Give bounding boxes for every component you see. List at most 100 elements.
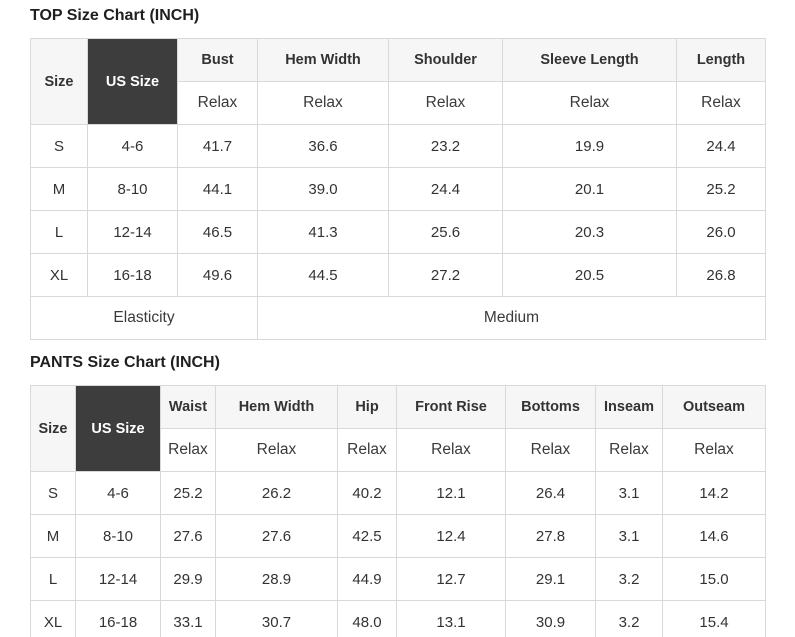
top-size-cell: XL [30,253,88,297]
pants-size-header-cell: Size [30,385,76,472]
pants-us-size-header-cell: US Size [75,385,161,472]
pants-column-header-waist: Waist [160,385,216,429]
top-header-row: Size US Size Bust Hem Width Shoulder Sle… [30,38,766,125]
pants-value-cell: 29.9 [160,557,216,601]
pants-column-header-inseam: Inseam [595,385,663,429]
top-value-cell: 27.2 [388,253,503,297]
top-value-cell: 44.5 [257,253,389,297]
pants-value-cell: 48.0 [337,600,397,637]
pants-us-size-cell: 16-18 [75,600,161,637]
top-value-cell: 49.6 [177,253,258,297]
pants-value-cell: 14.6 [662,514,766,558]
pants-column-header-hem-width: Hem Width [215,385,338,429]
top-column-header-bust: Bust [177,38,258,82]
top-us-size-cell: 12-14 [87,210,178,254]
top-value-cell: 23.2 [388,124,503,168]
top-us-size-cell: 4-6 [87,124,178,168]
top-fit-cell: Relax [388,81,503,125]
top-size-cell: S [30,124,88,168]
table-row: S 4-6 41.7 36.6 23.2 19.9 24.4 [30,124,766,168]
top-value-cell: 44.1 [177,167,258,211]
pants-value-cell: 12.1 [396,471,506,515]
pants-fit-cell: Relax [662,428,766,472]
pants-value-cell: 42.5 [337,514,397,558]
pants-fit-cell: Relax [337,428,397,472]
top-value-cell: 24.4 [676,124,766,168]
table-row: XL 16-18 33.1 30.7 48.0 13.1 30.9 3.2 15… [30,600,766,637]
top-size-cell: M [30,167,88,211]
top-value-cell: 20.5 [502,253,677,297]
top-value-cell: 20.1 [502,167,677,211]
pants-column-header-outseam: Outseam [662,385,766,429]
pants-value-cell: 12.7 [396,557,506,601]
top-value-cell: 36.6 [257,124,389,168]
pants-value-cell: 40.2 [337,471,397,515]
top-column-header-shoulder: Shoulder [388,38,503,82]
pants-value-cell: 3.2 [595,600,663,637]
top-value-cell: 24.4 [388,167,503,211]
top-fit-cell: Relax [502,81,677,125]
top-fit-cell: Relax [177,81,258,125]
pants-value-cell: 30.7 [215,600,338,637]
pants-value-cell: 27.6 [160,514,216,558]
pants-value-cell: 27.6 [215,514,338,558]
table-row: S 4-6 25.2 26.2 40.2 12.1 26.4 3.1 14.2 [30,471,766,515]
top-chart-title: TOP Size Chart (INCH) [30,7,200,24]
top-size-cell: L [30,210,88,254]
table-row: M 8-10 44.1 39.0 24.4 20.1 25.2 [30,167,766,211]
top-value-cell: 25.6 [388,210,503,254]
pants-column-header-front-rise: Front Rise [396,385,506,429]
top-size-header-cell: Size [30,38,88,125]
top-value-cell: 41.3 [257,210,389,254]
top-us-size-cell: 16-18 [87,253,178,297]
pants-value-cell: 12.4 [396,514,506,558]
pants-header-row: Size US Size Waist Hem Width Hip Front R… [30,385,766,472]
pants-fit-cell: Relax [160,428,216,472]
top-fit-row: Relax Relax Relax Relax Relax [31,81,766,125]
pants-size-cell: M [30,514,76,558]
pants-value-cell: 13.1 [396,600,506,637]
top-us-size-header-cell: US Size [87,38,178,125]
top-column-header-sleeve-length: Sleeve Length [502,38,677,82]
top-value-cell: 39.0 [257,167,389,211]
pants-size-chart-table: Size US Size Waist Hem Width Hip Front R… [30,385,766,637]
pants-value-cell: 26.2 [215,471,338,515]
pants-us-size-cell: 4-6 [75,471,161,515]
pants-value-cell: 3.1 [595,514,663,558]
table-row: L 12-14 29.9 28.9 44.9 12.7 29.1 3.2 15.… [30,557,766,601]
top-us-size-cell: 8-10 [87,167,178,211]
pants-chart-title: PANTS Size Chart (INCH) [30,354,220,371]
pants-fit-cell: Relax [505,428,596,472]
top-value-cell: 26.0 [676,210,766,254]
top-value-cell: 41.7 [177,124,258,168]
pants-column-header-bottoms: Bottoms [505,385,596,429]
table-row: M 8-10 27.6 27.6 42.5 12.4 27.8 3.1 14.6 [30,514,766,558]
top-value-cell: 26.8 [676,253,766,297]
table-row: XL 16-18 49.6 44.5 27.2 20.5 26.8 [30,253,766,297]
pants-value-cell: 26.4 [505,471,596,515]
top-size-chart-table: Size US Size Bust Hem Width Shoulder Sle… [30,38,766,340]
table-row: L 12-14 46.5 41.3 25.6 20.3 26.0 [30,210,766,254]
pants-value-cell: 3.1 [595,471,663,515]
pants-fit-row: Relax Relax Relax Relax Relax Relax Rela… [31,428,766,472]
pants-value-cell: 30.9 [505,600,596,637]
top-value-cell: 46.5 [177,210,258,254]
pants-size-cell: L [30,557,76,601]
pants-value-cell: 27.8 [505,514,596,558]
pants-fit-cell: Relax [396,428,506,472]
top-fit-cell: Relax [676,81,766,125]
pants-value-cell: 29.1 [505,557,596,601]
pants-us-size-cell: 8-10 [75,514,161,558]
pants-size-cell: S [30,471,76,515]
pants-us-size-cell: 12-14 [75,557,161,601]
pants-value-cell: 3.2 [595,557,663,601]
pants-value-cell: 15.4 [662,600,766,637]
pants-fit-cell: Relax [595,428,663,472]
pants-column-header-hip: Hip [337,385,397,429]
pants-value-cell: 25.2 [160,471,216,515]
top-value-cell: 20.3 [502,210,677,254]
top-value-cell: 25.2 [676,167,766,211]
elasticity-value-cell: Medium [257,296,766,340]
top-value-cell: 19.9 [502,124,677,168]
